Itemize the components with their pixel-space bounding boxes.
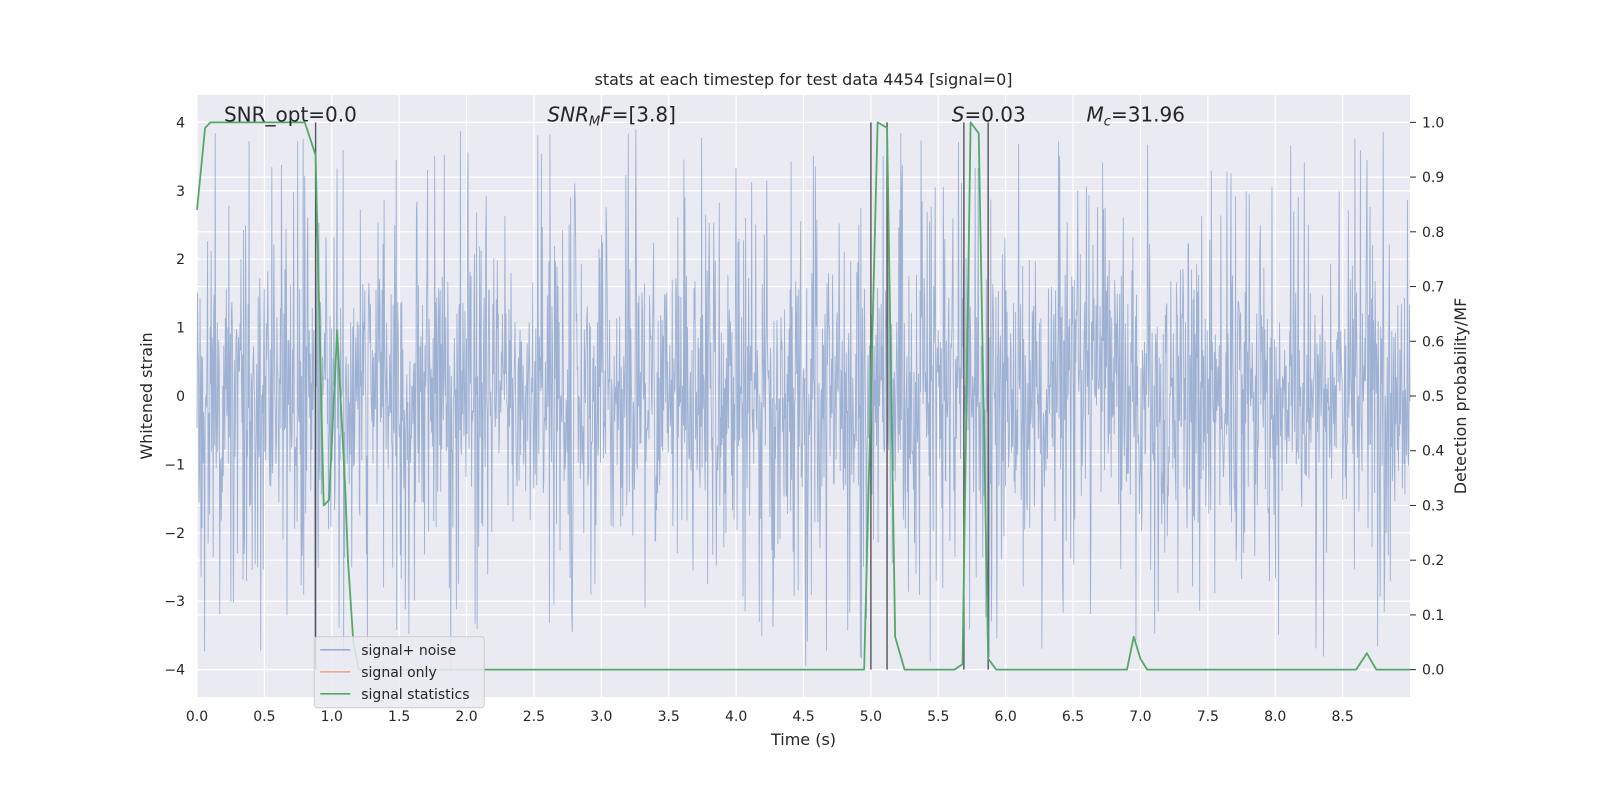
x-tick-label: 8.0 [1264,709,1286,725]
x-tick-label: 2.5 [523,709,545,725]
x-tick-label: 5.0 [860,709,882,725]
x-tick-label: 5.5 [927,709,949,725]
x-tick-label: 7.0 [1129,709,1151,725]
snr-mf-main: SNR [547,102,589,126]
x-tick-label: 0.5 [253,709,275,725]
y-ticks-right: 1.0 0.9 0.8 0.7 0.6 0.5 0.4 0.3 0.2 0.1 0.0 [1410,115,1444,679]
x-tick-label: 1.5 [388,709,410,725]
legend: signal+ noise signal only signal statist… [313,636,485,709]
y-tick-label-right: 0.0 [1422,663,1444,679]
legend-label-signal-noise: signal+ noise [361,643,456,659]
x-tick-label: 8.5 [1331,709,1353,725]
y-axis-label-right: Detection probability/MF [1451,298,1470,495]
mc-value: =31.96 [1111,102,1185,126]
y-ticks-left: 4 3 2 1 0 −1 −2 −3 −4 [164,115,185,678]
legend-label-signal-only: signal only [361,665,436,681]
snr-mf-value: =[3.8] [612,102,676,126]
y-tick-label-left: 0 [176,389,185,405]
y-tick-label-left: −1 [164,457,185,473]
mc-sub: c [1104,114,1111,129]
annotation-snr-mf: SNRMF=[3.8] [547,102,675,129]
y-tick-label-left: −3 [164,594,185,610]
annotation-s: S=0.03 [952,102,1026,126]
x-tick-label: 0.0 [186,709,208,725]
statistics-series [196,121,1410,671]
annotation-mc: Mc=31.96 [1087,102,1185,129]
x-tick-label: 6.5 [1062,709,1084,725]
y-tick-label-right: 0.9 [1422,170,1444,186]
y-tick-label-right: 0.8 [1422,225,1444,241]
legend-box [313,636,485,709]
y-tick-label-right: 0.6 [1422,334,1444,350]
signal-statistics-line [196,121,1410,671]
noise-series [196,129,1411,670]
y-tick-label-left: −2 [164,526,185,542]
y-tick-label-right: 1.0 [1422,115,1444,131]
x-tick-label: 6.0 [995,709,1017,725]
y-tick-label-left: −4 [164,663,185,679]
y-tick-label-left: 1 [176,321,185,337]
x-tick-label: 3.0 [590,709,612,725]
y-tick-label-right: 0.4 [1422,444,1444,460]
mc-main: M [1087,102,1104,126]
annotation-snr-opt: SNR_opt=0.0 [224,102,357,126]
y-tick-label-right: 0.7 [1422,280,1444,296]
x-tick-label: 2.0 [455,709,477,725]
x-tick-label: 4.0 [725,709,747,725]
y-tick-label-right: 0.5 [1422,389,1444,405]
y-tick-label-left: 3 [176,184,185,200]
x-axis-label: Time (s) [770,730,836,749]
y-tick-label-left: 4 [176,115,185,131]
s-main: S [952,102,965,126]
x-tick-label: 4.5 [792,709,814,725]
legend-label-signal-statistics: signal statistics [361,687,469,703]
snr-mf-f: F [600,102,612,126]
y-tick-label-right: 0.1 [1422,608,1444,624]
chart-title: stats at each timestep for test data 445… [594,70,1012,89]
x-tick-label: 7.5 [1197,709,1219,725]
y-axis-label-left: Whitened strain [137,332,156,459]
signal-noise-line [196,129,1411,670]
snr-mf-sub: M [589,114,600,129]
x-tick-label: 1.0 [321,709,343,725]
y-tick-label-left: 2 [176,252,185,268]
x-ticks: 0.0 0.5 1.0 1.5 2.0 2.5 3.0 3.5 4.0 4.5 5.0 5.5 6.0 6… [186,709,1354,725]
y-tick-label-right: 0.2 [1422,553,1444,569]
y-tick-label-right: 0.3 [1422,498,1444,514]
s-value: =0.03 [964,102,1025,126]
x-tick-label: 3.5 [658,709,680,725]
